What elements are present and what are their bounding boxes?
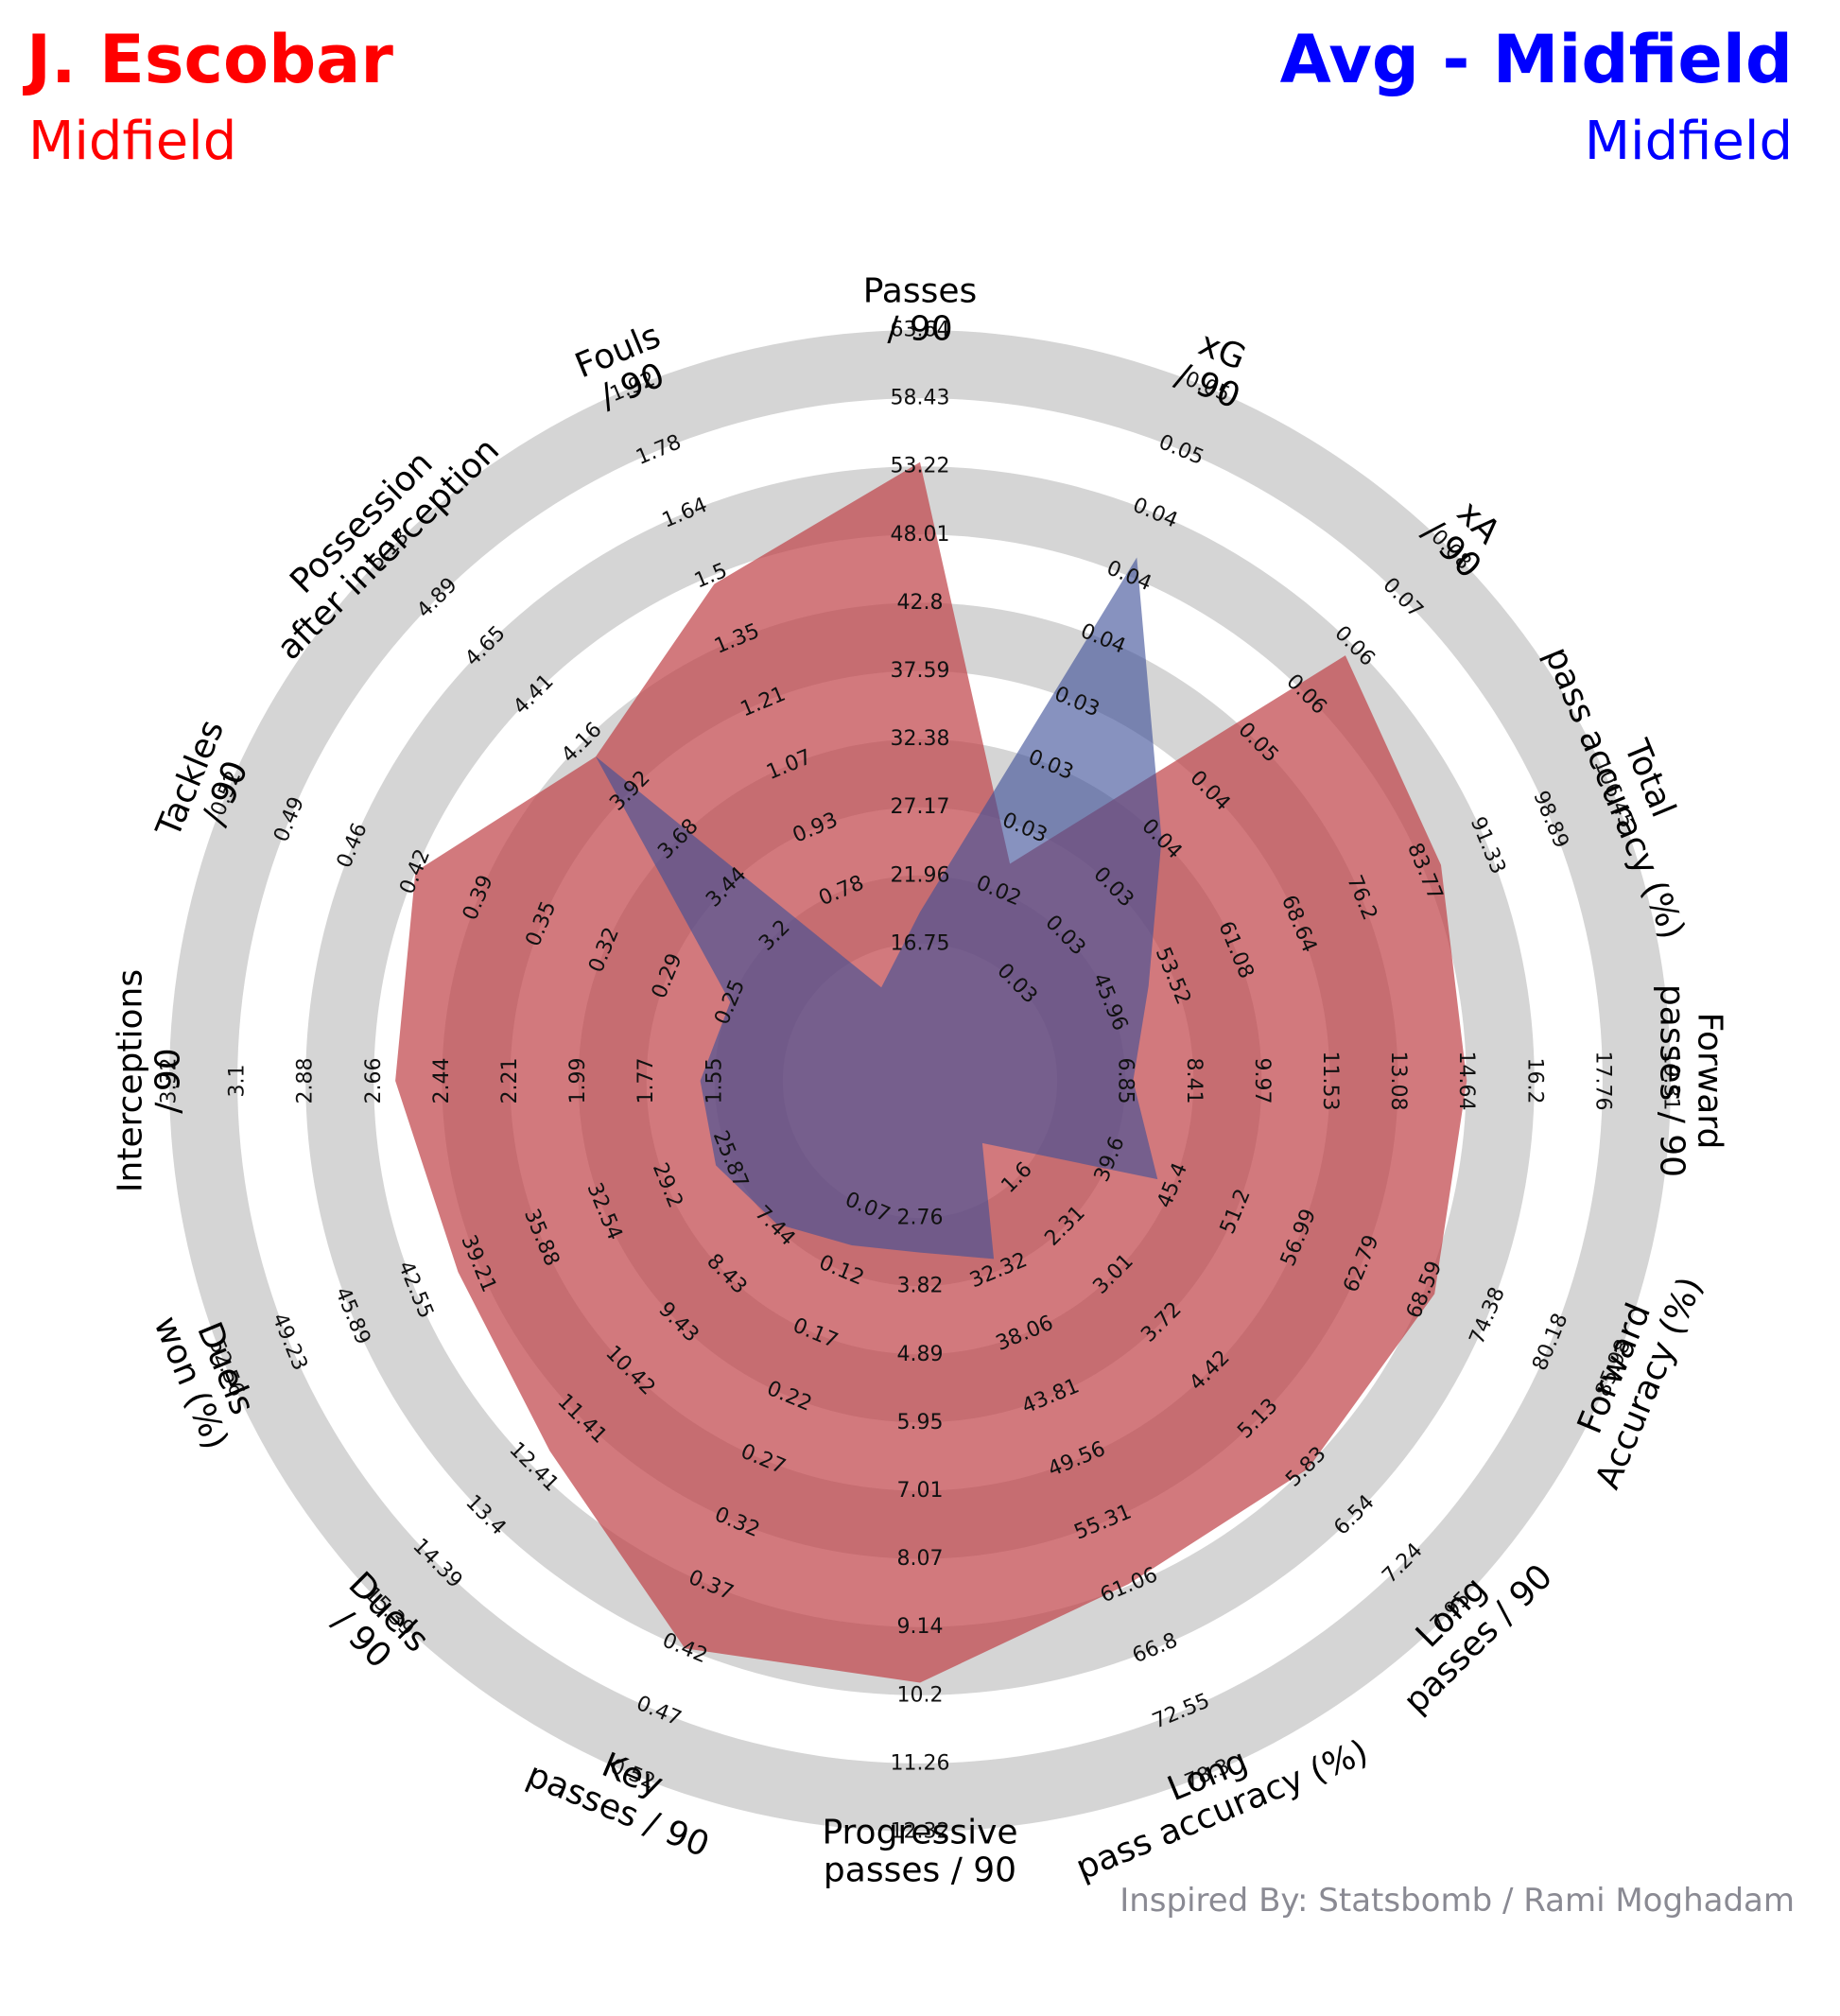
tick-label: 1.99 (566, 1058, 590, 1104)
tick-label: 16.2 (1522, 1058, 1546, 1104)
parameter-label-line: Interceptions (112, 969, 150, 1192)
tick-label: 16.75 (891, 931, 950, 955)
tick-label: 48.01 (891, 523, 950, 547)
tick-label: 9.14 (897, 1615, 944, 1639)
tick-label: 3.82 (897, 1275, 944, 1298)
player1-position: Midfield (28, 111, 237, 172)
tick-label: 10.2 (897, 1683, 944, 1707)
parameter-label: Passes/ 90 (863, 272, 978, 349)
radar-series (395, 461, 1467, 1683)
tick-label: 2.44 (430, 1058, 454, 1104)
tick-label: 2.88 (294, 1058, 318, 1104)
series-player2-polygon (596, 557, 1162, 1260)
tick-label: 9.97 (1250, 1058, 1274, 1104)
tick-label: 8.07 (897, 1547, 944, 1571)
parameter-label-line: Passes (863, 272, 978, 311)
player1-name: J. Escobar (26, 21, 393, 98)
tick-label: 42.8 (897, 591, 944, 615)
tick-label: 63.64 (891, 319, 950, 342)
tick-label: 3.1 (226, 1065, 250, 1098)
credit-text: Inspired By: Statsbomb / Rami Moghadam (1120, 1882, 1795, 1920)
player2-name: Avg - Midfield (1279, 21, 1793, 98)
tick-label: 3.32 (158, 1058, 182, 1104)
parameter-label-line: passes / 90 (824, 1851, 1016, 1890)
tick-label: 2.76 (897, 1207, 944, 1230)
tick-label: 13.08 (1386, 1051, 1410, 1111)
tick-label: 32.38 (891, 727, 950, 751)
tick-label: 14.64 (1454, 1051, 1478, 1111)
parameter-label-line: passes / 90 (1653, 984, 1692, 1177)
tick-label: 5.95 (897, 1411, 944, 1434)
tick-label: 17.76 (1590, 1051, 1614, 1111)
tick-label: 21.96 (891, 863, 950, 887)
tick-label: 11.53 (1318, 1051, 1342, 1111)
parameter-label-line: / 90 (887, 310, 952, 349)
tick-label: 2.21 (498, 1058, 522, 1104)
parameter-label-line: / 90 (149, 1048, 188, 1113)
tick-label: 1.77 (634, 1058, 658, 1104)
tick-label: 19.31 (1659, 1051, 1683, 1111)
tick-label: 37.59 (891, 659, 950, 683)
tick-label: 6.85 (1114, 1058, 1137, 1104)
tick-label: 7.01 (897, 1479, 944, 1503)
tick-label: 53.22 (891, 455, 950, 478)
tick-label: 27.17 (891, 795, 950, 819)
tick-label: 12.32 (891, 1820, 950, 1844)
tick-label: 58.43 (891, 387, 950, 410)
tick-label: 11.26 (891, 1751, 950, 1775)
tick-label: 8.41 (1182, 1058, 1206, 1104)
tick-label: 4.89 (897, 1343, 944, 1366)
player2-position: Midfield (1584, 111, 1793, 172)
tick-label: 2.66 (362, 1058, 386, 1104)
parameter-label-line: Progressive (822, 1814, 1017, 1852)
tick-label: 1.55 (703, 1058, 726, 1104)
parameter-label: Interceptions/ 90 (112, 969, 188, 1192)
parameter-label-line: Forward (1691, 1013, 1729, 1150)
